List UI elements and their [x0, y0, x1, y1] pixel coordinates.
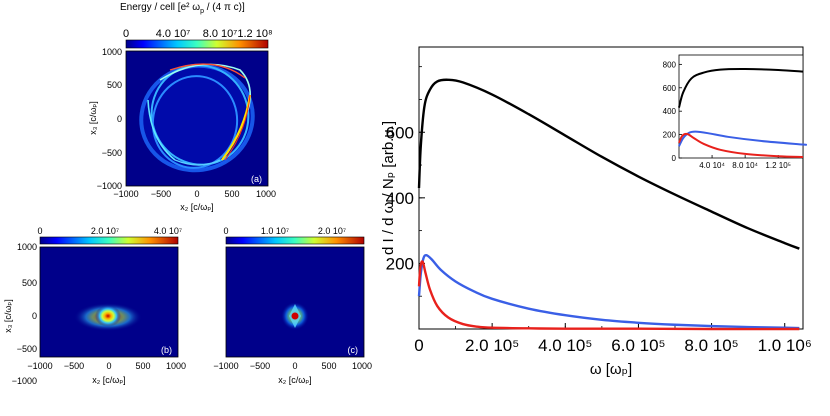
- spectrum-chart: 0 2.0 10⁵ 4.0 10⁵ 6.0 10⁵ 8.0 10⁵ 1.0 10⁶ 200 4…: [380, 46, 812, 378]
- colorbar-b-tick: 0: [37, 226, 42, 236]
- inset-x-tick-label: 1.2 10⁵: [765, 161, 791, 170]
- panel-a-xlabel: x₂ [c/ωₚ]: [180, 202, 213, 212]
- y-tick-label: 400: [386, 189, 414, 208]
- heatmap-a-rings: [139, 63, 255, 173]
- inset-black-series-line: [678, 68, 804, 108]
- x-tick: 1000: [166, 361, 186, 371]
- main-ylabel: d I / d ω / Nₚ [arb.u.]: [380, 121, 397, 255]
- inset-blue-series-line: [678, 130, 808, 147]
- x-tick: 500: [224, 189, 239, 199]
- inset-axis-ticks: 0 200 400 600 800 4.0 10⁴ 8.0 10⁴ 1.2 10⁵: [663, 60, 791, 170]
- x-tick: 0: [106, 361, 111, 371]
- black-series-line: [417, 78, 800, 250]
- panel-b-x-ticks: −1000 −500 0 500 1000: [27, 361, 186, 371]
- heatmap-c-core: [291, 312, 299, 320]
- inset-x-tick-label: 4.0 10⁴: [699, 161, 725, 170]
- inset-red-series-line: [678, 132, 804, 158]
- panel-c: 0 1.0 10⁷ 2.0 10⁷ (c) −1000 −500 0 500 1…: [213, 226, 372, 385]
- colorbar-b: [39, 236, 179, 245]
- x-tick: −500: [64, 361, 84, 371]
- x-tick-label: 6.0 10⁵: [611, 336, 665, 355]
- x-tick: −500: [151, 189, 171, 199]
- panel-a-ylabel: x₃ [c/ωₚ]: [88, 101, 98, 135]
- panel-b-tag: (b): [161, 345, 172, 355]
- main-series: [417, 78, 800, 331]
- inset-y-tick-label: 600: [663, 84, 677, 93]
- red-series-line: [417, 260, 800, 331]
- x-tick: −1000: [27, 361, 52, 371]
- inset-x-tick-label: 8.0 10⁴: [732, 161, 758, 170]
- y-tick: 1000: [102, 47, 122, 57]
- blue-series-line: [417, 253, 800, 330]
- x-tick: −1000: [213, 361, 238, 371]
- colorbar-c-tick: 0: [223, 226, 228, 236]
- x-tick: 500: [321, 361, 336, 371]
- inset-y-tick-label: 400: [663, 107, 677, 116]
- panel-b-ylabel: x₃ [c/ωₚ]: [3, 299, 13, 333]
- panel-a-x-ticks: −1000 −500 0 500 1000: [113, 189, 276, 199]
- panel-b: 0 2.0 10⁷ 4.0 10⁷ (b) 1000 500 0 −500 −1…: [3, 226, 186, 386]
- panel-a-tag: (a): [251, 174, 262, 184]
- x-tick: −500: [250, 361, 270, 371]
- colorbar-a-tick: 8.0 10⁷: [203, 28, 238, 40]
- colorbar-c-tick: 1.0 10⁷: [261, 226, 289, 236]
- panel-c-xlabel: x₂ [c/ωₚ]: [278, 375, 311, 385]
- colorbar-a: [125, 39, 269, 49]
- colorbar-a-tick: 0: [123, 28, 129, 40]
- inset-series: [678, 68, 808, 158]
- x-tick-label: 1.0 10⁶: [758, 336, 812, 355]
- inset-y-tick-label: 800: [663, 60, 677, 69]
- inset-y-tick-label: 0: [672, 154, 677, 163]
- y-tick: −1000: [12, 376, 37, 386]
- x-tick-label: 4.0 10⁵: [538, 336, 592, 355]
- y-tick: −500: [102, 148, 122, 158]
- colorbar-c-tick: 2.0 10⁷: [318, 226, 346, 236]
- x-tick: 0: [194, 189, 199, 199]
- panel-a-y-ticks: 1000 500 0 −500 −1000: [97, 47, 122, 191]
- colorbar-a-tick: 1.2 10⁸: [237, 28, 272, 40]
- y-tick: 0: [117, 114, 122, 124]
- y-tick: 0: [32, 311, 37, 321]
- inset-y-tick-label: 200: [663, 131, 677, 140]
- main-xlabel: ω [ωₚ]: [590, 361, 632, 378]
- y-tick: −500: [17, 344, 37, 354]
- y-tick: −1000: [97, 181, 122, 191]
- x-tick: 1000: [352, 361, 372, 371]
- colorbar-b-tick: 2.0 10⁷: [91, 226, 119, 236]
- colorbar-b-tick: 4.0 10⁷: [154, 226, 182, 236]
- x-tick-label: 0: [414, 336, 423, 355]
- x-tick: 1000: [256, 189, 276, 199]
- y-tick: 500: [107, 80, 122, 90]
- y-tick: 500: [22, 278, 37, 288]
- panel-c-x-ticks: −1000 −500 0 500 1000: [213, 361, 372, 371]
- x-tick-label: 8.0 10⁵: [684, 336, 738, 355]
- y-tick: 1000: [17, 242, 37, 252]
- colorbar-a-title: Energy / cell [e² ωp / (4 π c)]: [120, 2, 245, 15]
- colorbar-c: [225, 236, 365, 245]
- panel-c-tag: (c): [348, 345, 359, 355]
- y-tick-label: 600: [386, 123, 414, 142]
- colorbar-a-tick: 4.0 10⁷: [156, 28, 191, 40]
- panel-b-xlabel: x₂ [c/ωₚ]: [92, 375, 125, 385]
- panel-b-y-ticks: 1000 500 0 −500 −1000: [12, 242, 37, 386]
- main-axis-ticks: 0 2.0 10⁵ 4.0 10⁵ 6.0 10⁵ 8.0 10⁵ 1.0 10⁶ 200 4…: [386, 66, 812, 355]
- x-tick-label: 2.0 10⁵: [465, 336, 519, 355]
- x-tick: 500: [135, 361, 150, 371]
- y-tick-label: 200: [386, 254, 414, 273]
- heatmap-b-core: [95, 305, 121, 327]
- panel-a: Energy / cell [e² ωp / (4 π c)] 0 4.0 10…: [88, 2, 276, 212]
- x-tick: 0: [292, 361, 297, 371]
- heatmap-b: [39, 246, 179, 358]
- x-tick: −1000: [113, 189, 138, 199]
